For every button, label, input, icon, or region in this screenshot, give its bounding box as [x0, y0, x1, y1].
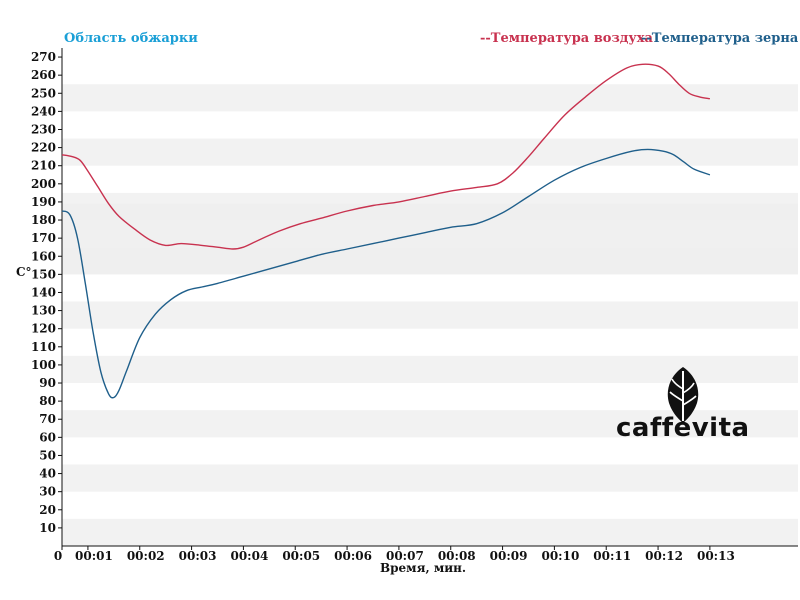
- background-band: [62, 464, 798, 492]
- logo: caffevita: [616, 367, 750, 443]
- y-tick-label: 150: [31, 267, 56, 281]
- axes: [61, 48, 798, 547]
- x-axis-ticks: 0 00:01 00:02 00:03 00:04 00:05 00:06 00:07 00:0…: [54, 546, 735, 563]
- x-tick-label: 00:02: [127, 549, 165, 563]
- y-tick-label: 90: [39, 376, 56, 390]
- y-tick-label: 40: [39, 467, 56, 481]
- x-tick-label: 00:05: [282, 549, 320, 563]
- y-tick-label: 200: [31, 177, 56, 191]
- y-tick-label: 130: [31, 304, 56, 318]
- y-tick-label: 190: [31, 195, 56, 209]
- y-tick-label: 270: [31, 50, 56, 64]
- x-axis-label: Время, мин.: [380, 561, 466, 575]
- y-tick-label: 100: [31, 358, 56, 372]
- y-tick-label: 60: [39, 430, 56, 444]
- y-tick-label: 240: [31, 104, 56, 118]
- y-tick-label: 230: [31, 122, 56, 136]
- x-tick-label: 0: [54, 549, 62, 563]
- air-temperature-line: [61, 63, 711, 250]
- x-tick-label: 00:11: [593, 549, 631, 563]
- series-lines: [61, 63, 711, 399]
- roast-area-label: Область обжарки: [64, 31, 198, 46]
- y-tick-label: 70: [39, 412, 56, 426]
- logo-text: caffevita: [616, 413, 750, 443]
- bean-temperature-line: [61, 148, 711, 399]
- y-tick-label: 30: [39, 485, 56, 499]
- y-tick-label: 110: [31, 340, 56, 354]
- y-tick-label: 160: [31, 249, 56, 263]
- x-tick-label: 00:03: [179, 549, 217, 563]
- y-tick-label: 120: [31, 322, 56, 336]
- y-tick-label: 10: [39, 521, 56, 535]
- x-tick-label: 00:04: [230, 549, 268, 563]
- y-tick-label: 250: [31, 86, 56, 100]
- y-tick-label: 180: [31, 213, 56, 227]
- x-tick-label: 00:07: [386, 549, 424, 563]
- x-tick-label: 00:13: [697, 549, 735, 563]
- x-tick-label: 00:12: [645, 549, 683, 563]
- y-tick-label: 80: [39, 394, 56, 408]
- leaf-icon: [667, 367, 699, 423]
- background-band: [62, 301, 798, 329]
- y-axis-ticks: 10 20 30 40 50 60 70 80 90 100 110 120 130 140 150 160 1…: [31, 50, 62, 535]
- background-band: [62, 518, 798, 546]
- y-tick-label: 260: [31, 68, 56, 82]
- y-tick-label: 20: [39, 503, 56, 517]
- y-axis-label: C°: [16, 265, 32, 279]
- x-tick-label: 00:01: [75, 549, 113, 563]
- x-tick-label: 00:09: [490, 549, 528, 563]
- background-band: [62, 138, 798, 166]
- roast-zone-band: [62, 203, 798, 275]
- y-tick-label: 170: [31, 231, 56, 245]
- x-tick-label: 00:10: [541, 549, 579, 563]
- legend-air-label: --Температура воздуха: [480, 31, 653, 46]
- x-tick-label: 00:08: [438, 549, 476, 563]
- background-bands: [62, 84, 798, 546]
- legend-bean-label: --Температура зерна: [641, 31, 799, 46]
- x-tick-label: 00:06: [334, 549, 372, 563]
- background-band: [62, 84, 798, 112]
- legend-bean: --Температура зерна: [641, 31, 799, 46]
- y-tick-label: 220: [31, 141, 56, 155]
- y-tick-label: 210: [31, 159, 56, 173]
- y-tick-label: 50: [39, 448, 56, 462]
- y-tick-label: 140: [31, 285, 56, 299]
- legend-air: --Температура воздуха: [480, 31, 653, 46]
